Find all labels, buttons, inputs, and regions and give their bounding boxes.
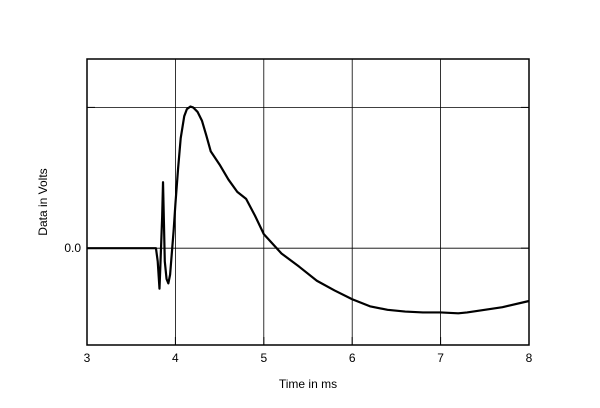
x-tick-label: 5	[260, 351, 267, 365]
x-tick-label: 7	[437, 351, 444, 365]
x-tick-label: 8	[526, 351, 533, 365]
x-axis-label: Time in ms	[279, 377, 337, 391]
plot-frame	[86, 58, 530, 346]
plot-background	[87, 59, 529, 345]
series-line	[87, 105, 530, 315]
y-tick-label: 0.0	[64, 241, 81, 255]
x-tick-label: 6	[349, 351, 356, 365]
x-tick-label: 4	[172, 351, 179, 365]
x-tick-label: 3	[84, 351, 91, 365]
y-axis-label: Data in Volts	[36, 168, 50, 235]
